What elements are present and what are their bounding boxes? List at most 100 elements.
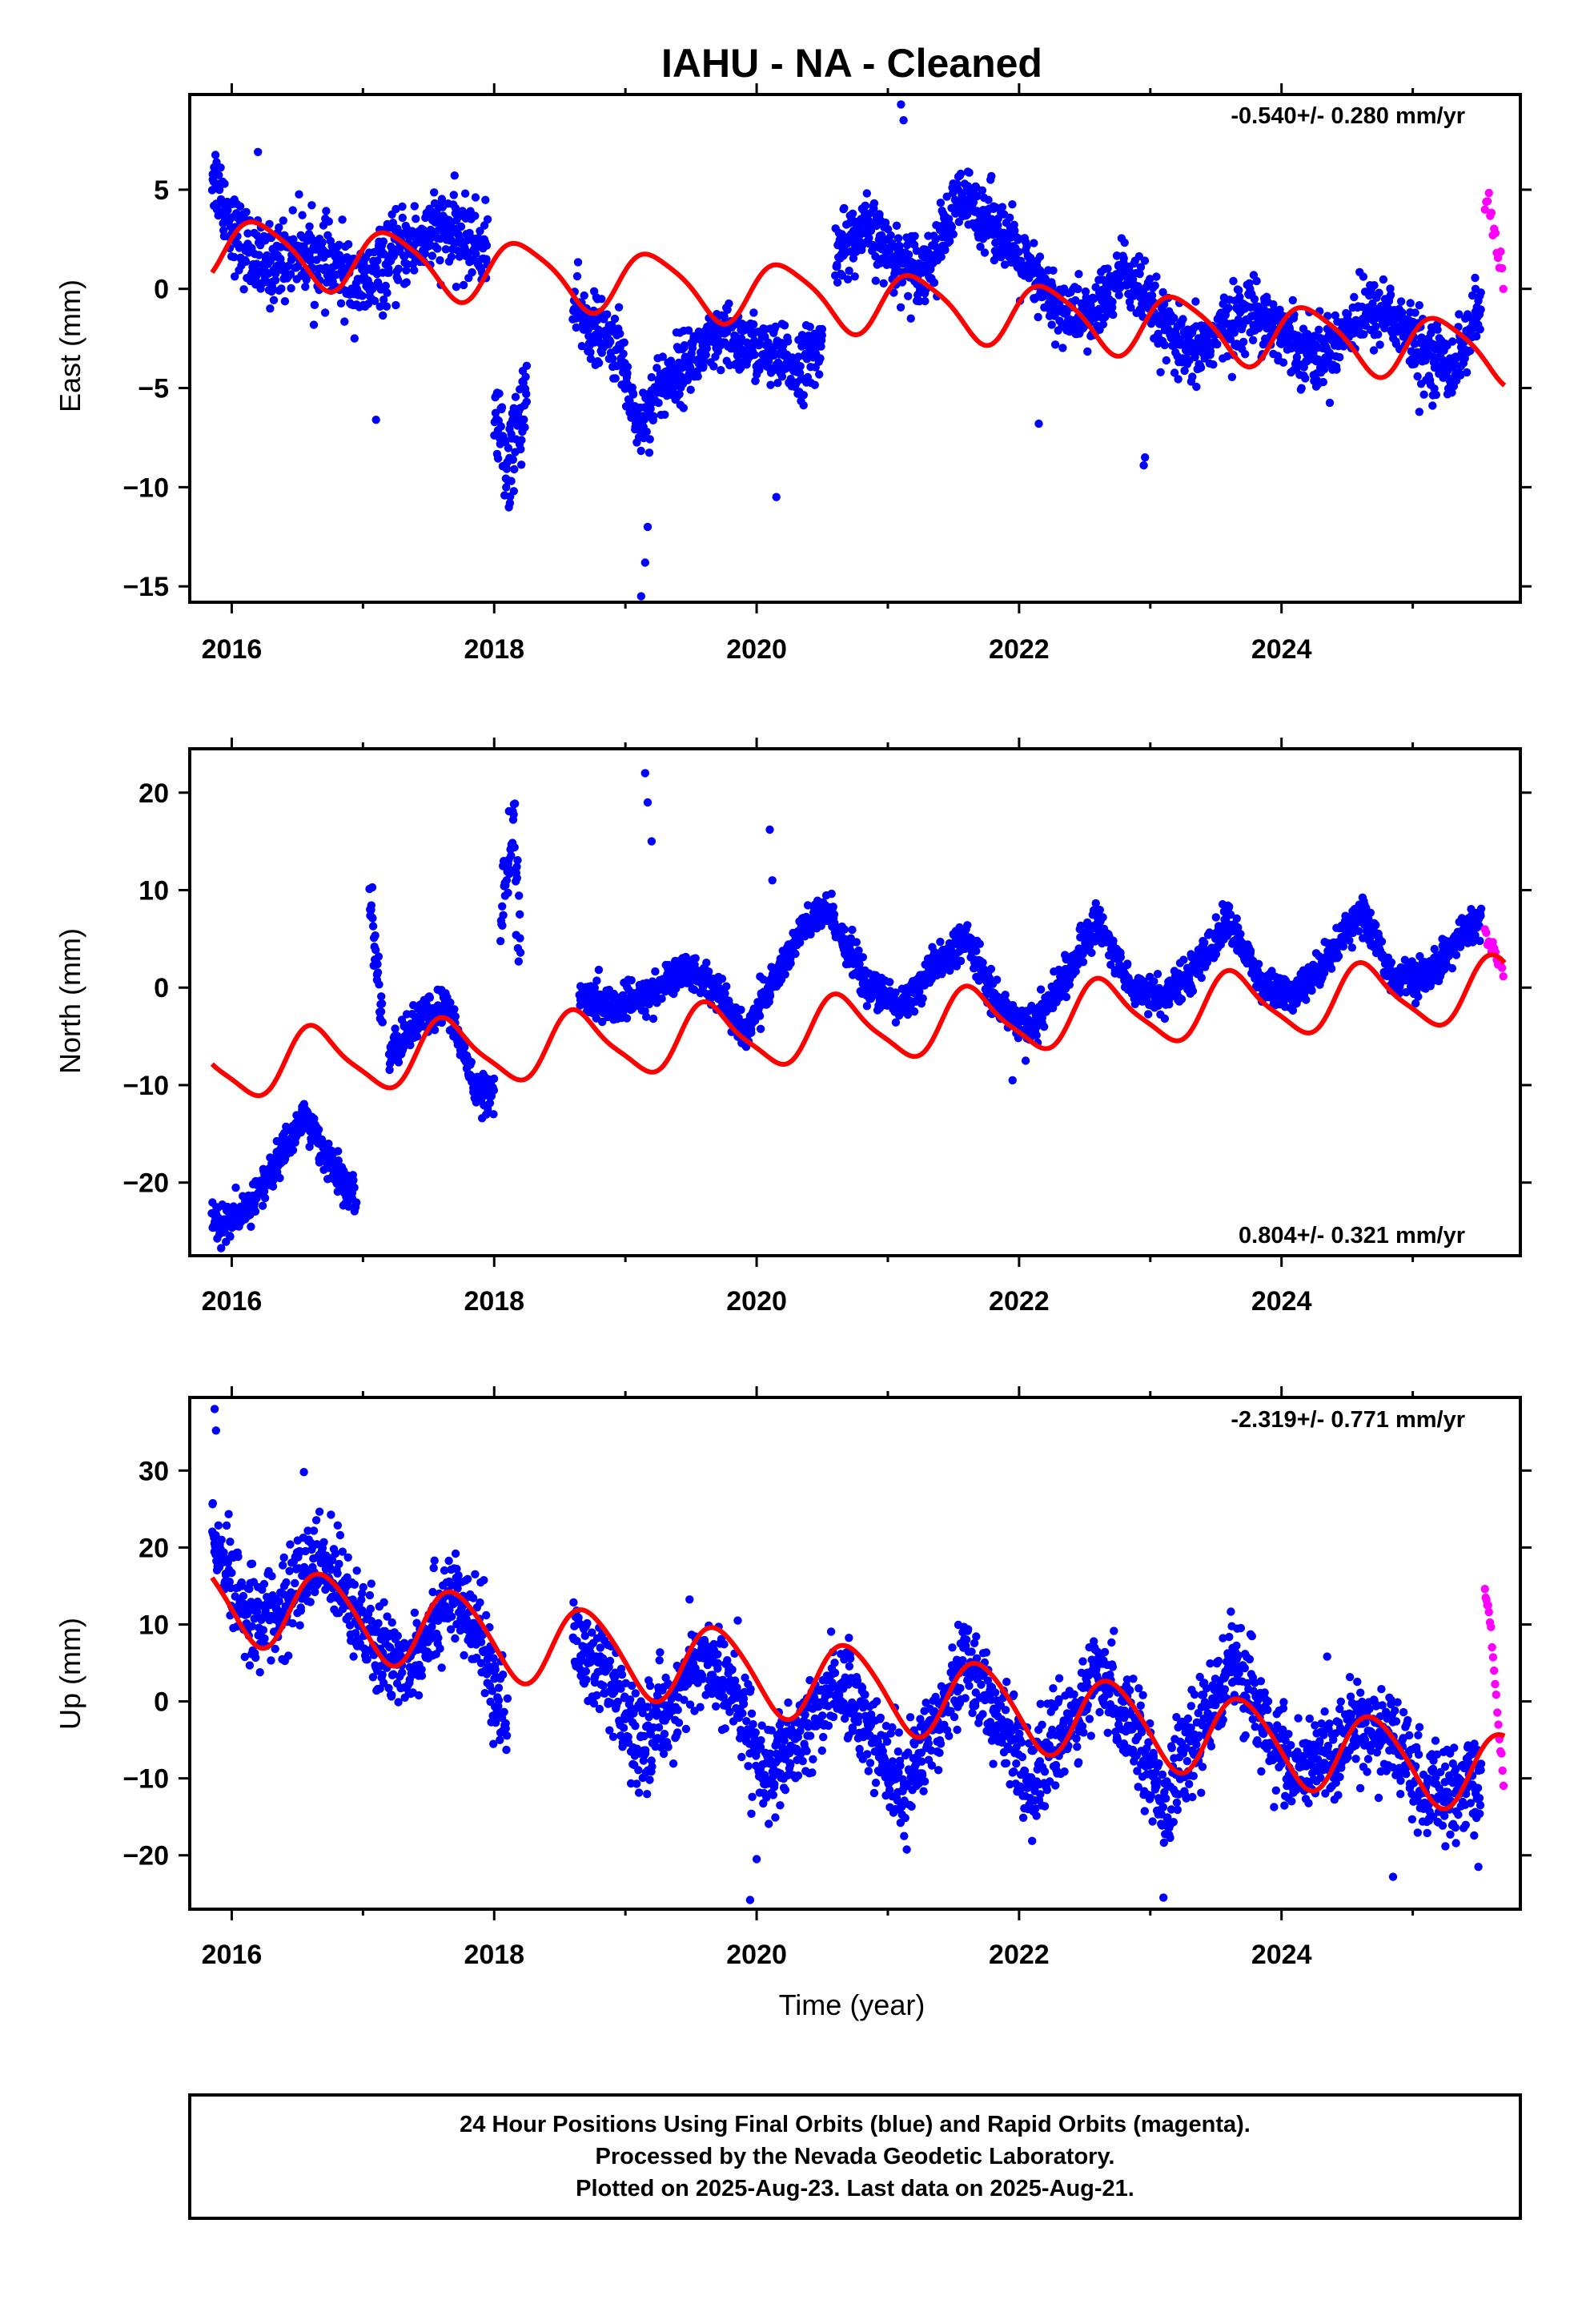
final-orbit-point xyxy=(373,968,383,977)
final-orbit-point xyxy=(1448,337,1457,346)
final-orbit-point xyxy=(616,329,624,338)
final-orbit-point xyxy=(447,252,456,261)
final-orbit-point xyxy=(1090,294,1098,304)
final-orbit-point xyxy=(799,400,808,410)
final-orbit-point xyxy=(1022,242,1031,251)
final-orbit-point xyxy=(1136,263,1146,271)
final-orbit-point xyxy=(1074,270,1083,279)
final-orbit-point xyxy=(1225,903,1234,911)
final-orbit-point xyxy=(451,1012,460,1021)
final-orbit-point xyxy=(731,344,740,354)
final-orbit-point xyxy=(993,975,1002,984)
final-orbit-point xyxy=(852,938,861,947)
final-orbit-point xyxy=(931,235,940,244)
final-orbit-point xyxy=(216,163,225,172)
final-orbit-point xyxy=(377,999,387,1008)
final-orbit-point xyxy=(1006,213,1014,222)
final-orbit-point xyxy=(211,151,220,159)
final-orbit-point xyxy=(358,292,367,300)
final-orbit-point xyxy=(403,259,412,269)
final-orbit-point xyxy=(737,1005,745,1015)
final-orbit-point xyxy=(231,1183,240,1192)
final-orbit-point xyxy=(391,300,400,310)
final-orbit-point xyxy=(829,910,839,919)
final-orbit-point xyxy=(693,372,702,381)
final-orbit-point xyxy=(658,352,667,361)
final-orbit-point xyxy=(515,891,524,900)
final-orbit-point xyxy=(391,204,400,214)
x-tick-label-east: 2024 xyxy=(1251,634,1312,665)
final-orbit-point xyxy=(520,423,529,432)
final-orbit-point xyxy=(1319,377,1328,387)
final-orbit-point xyxy=(1279,358,1288,367)
final-orbit-point xyxy=(881,218,890,227)
final-orbit-point xyxy=(1098,320,1108,329)
final-orbit-point xyxy=(1049,266,1058,275)
final-orbit-point xyxy=(765,991,775,1000)
final-orbit-point xyxy=(406,1040,415,1050)
final-orbit-point xyxy=(1150,281,1159,290)
final-orbit-point xyxy=(452,283,461,292)
final-orbit-point xyxy=(471,193,480,202)
final-orbit-point xyxy=(1076,921,1086,931)
final-orbit-point xyxy=(504,888,512,898)
final-orbit-point xyxy=(837,230,846,239)
final-orbit-point xyxy=(482,241,492,250)
final-orbit-point xyxy=(215,171,223,179)
final-orbit-point xyxy=(516,948,525,957)
final-orbit-point xyxy=(511,392,520,401)
final-orbit-point xyxy=(368,914,377,923)
final-orbit-point xyxy=(430,1026,440,1035)
final-orbit-point xyxy=(1192,382,1201,392)
final-orbit-point xyxy=(946,237,954,246)
final-orbit-point xyxy=(815,370,824,379)
final-orbit-point xyxy=(433,244,442,253)
final-orbit-point xyxy=(226,1232,235,1241)
final-orbit-point xyxy=(749,320,758,329)
final-orbit-point xyxy=(1032,1031,1041,1039)
rapid-orbit-point xyxy=(1483,197,1492,206)
final-orbit-point xyxy=(513,856,522,865)
y-tick-label-east: −15 xyxy=(122,572,169,602)
final-orbit-point xyxy=(1447,388,1456,397)
final-orbit-point xyxy=(891,988,900,997)
final-orbit-point xyxy=(275,223,283,232)
final-orbit-point xyxy=(247,1222,255,1232)
final-orbit-point xyxy=(861,201,870,210)
final-orbit-point xyxy=(1252,276,1261,286)
final-orbit-point xyxy=(251,1207,260,1216)
final-orbit-point xyxy=(271,275,280,285)
final-orbit-point xyxy=(766,380,775,389)
final-orbit-point xyxy=(489,1074,499,1084)
final-orbit-point xyxy=(734,1013,743,1023)
final-orbit-point xyxy=(647,372,656,382)
final-orbit-point xyxy=(817,324,827,334)
final-orbit-point xyxy=(886,231,895,240)
final-orbit-point xyxy=(1241,350,1250,359)
final-orbit-point xyxy=(572,271,582,281)
final-orbit-point xyxy=(367,901,375,910)
final-orbit-point xyxy=(512,862,521,871)
final-orbit-point xyxy=(1035,252,1045,261)
final-orbit-point xyxy=(597,295,606,304)
final-orbit-point xyxy=(1165,999,1174,1009)
final-orbit-point xyxy=(254,147,263,156)
final-orbit-point xyxy=(235,202,245,211)
final-orbit-point xyxy=(496,422,505,431)
x-tick-label-east: 2020 xyxy=(726,634,787,665)
final-orbit-point xyxy=(623,362,632,372)
final-orbit-point xyxy=(684,326,693,335)
final-orbit-point xyxy=(432,207,441,216)
final-orbit-point xyxy=(1371,322,1380,332)
final-orbit-point xyxy=(425,993,435,1003)
final-orbit-point xyxy=(1074,284,1082,294)
final-orbit-point xyxy=(640,558,649,567)
final-orbit-point xyxy=(1139,460,1148,470)
final-orbit-point xyxy=(514,957,523,966)
final-orbit-point xyxy=(885,978,894,987)
final-orbit-point xyxy=(891,1018,901,1027)
final-orbit-point xyxy=(522,389,531,399)
final-orbit-point xyxy=(594,359,604,368)
final-orbit-point xyxy=(1325,398,1335,408)
final-orbit-point xyxy=(242,257,251,266)
